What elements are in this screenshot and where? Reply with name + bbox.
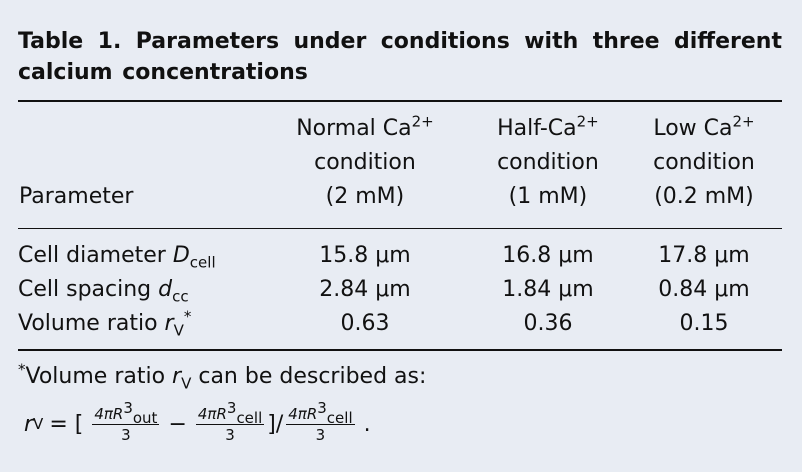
bottom-rule bbox=[18, 349, 782, 351]
table-caption: Table 1. Parameters under conditions wit… bbox=[18, 29, 782, 85]
header-row: Parameter Normal Ca2+ condition (2 mM) H… bbox=[18, 102, 782, 228]
fraction-cell-1: 4πR3cell 3 bbox=[195, 398, 265, 444]
parameters-table: Parameter Normal Ca2+ condition (2 mM) H… bbox=[18, 102, 782, 349]
header-normal: Normal Ca2+ condition (2 mM) bbox=[296, 112, 434, 209]
header-low: Low Ca2+ condition (0.2 mM) bbox=[653, 112, 755, 209]
header-half: Half-Ca2+ condition (1 mM) bbox=[497, 112, 599, 209]
table-footnote: *Volume ratio rV can be described as: bbox=[18, 360, 427, 393]
table-row: Volume ratio rV* 0.63 0.36 0.15 bbox=[18, 307, 729, 340]
fraction-out: 4πR3out 3 bbox=[92, 398, 160, 444]
table-row: Cell diameter Dcell 15.8 μm 16.8 μm 17.8… bbox=[18, 243, 750, 272]
top-rule bbox=[18, 100, 782, 102]
header-parameter: Parameter bbox=[19, 184, 134, 209]
fraction-cell-2: 4πR3cell 3 bbox=[286, 398, 355, 444]
header-rule bbox=[18, 228, 782, 229]
table-row: Cell spacing dcc 2.84 μm 1.84 μm 0.84 μm bbox=[18, 277, 750, 306]
